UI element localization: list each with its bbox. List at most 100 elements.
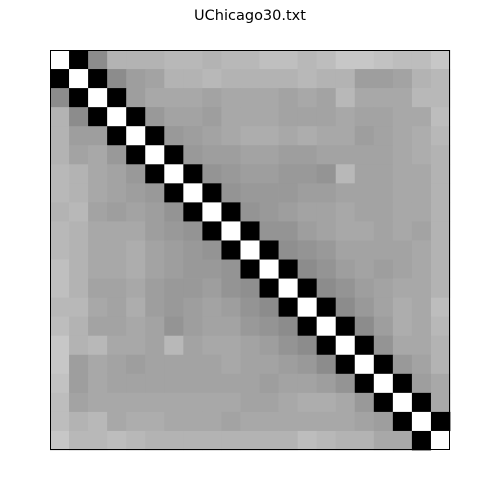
- heatmap-cell: [335, 278, 356, 299]
- heatmap-cell: [278, 392, 299, 413]
- heatmap-cell: [373, 259, 394, 279]
- heatmap-cell: [411, 88, 432, 108]
- heatmap-cell: [335, 164, 356, 184]
- heatmap-cell: [411, 278, 432, 299]
- heatmap-cell: [373, 335, 394, 356]
- heatmap-cell: [164, 297, 184, 318]
- heatmap-cell: [259, 221, 279, 241]
- heatmap-cell: [50, 145, 70, 165]
- heatmap-cell: [183, 183, 203, 203]
- heatmap-cell: [316, 316, 337, 337]
- heatmap-cell: [50, 259, 70, 279]
- heatmap-cell: [316, 392, 337, 413]
- heatmap-cell: [335, 202, 356, 222]
- heatmap-cell: [430, 126, 451, 146]
- heatmap-cell: [335, 69, 356, 89]
- heatmap-cell: [50, 50, 70, 70]
- heatmap-cell: [126, 202, 146, 222]
- heatmap-cell: [107, 183, 127, 203]
- heatmap-cell: [392, 50, 413, 70]
- heatmap-cell: [88, 354, 108, 375]
- heatmap-cell: [373, 202, 394, 222]
- heatmap-cell: [278, 88, 299, 108]
- heatmap-cell: [88, 297, 108, 318]
- heatmap-cell: [335, 183, 356, 203]
- heatmap-cell: [164, 50, 184, 70]
- heatmap-cell: [278, 240, 299, 260]
- heatmap-cell: [145, 373, 165, 394]
- heatmap-cell: [164, 240, 184, 260]
- heatmap-cell: [145, 221, 165, 241]
- heatmap-cell: [297, 354, 318, 375]
- heatmap-cell: [145, 430, 165, 451]
- heatmap-cell: [88, 278, 108, 299]
- heatmap-cell: [278, 373, 299, 394]
- heatmap-cell: [107, 392, 127, 413]
- heatmap-cell: [202, 297, 222, 318]
- heatmap-cell: [411, 354, 432, 375]
- heatmap-cell: [50, 183, 70, 203]
- heatmap-cell: [297, 392, 318, 413]
- heatmap-cell: [221, 392, 241, 413]
- heatmap-cell: [69, 392, 89, 413]
- heatmap-cell: [278, 316, 299, 337]
- heatmap-cell: [259, 430, 279, 451]
- heatmap-cell: [335, 335, 356, 356]
- heatmap-cell: [221, 373, 241, 394]
- heatmap-cell: [88, 164, 108, 184]
- heatmap-cell: [164, 107, 184, 127]
- heatmap-cell: [126, 145, 146, 165]
- heatmap-cell: [430, 145, 451, 165]
- heatmap-cell: [392, 107, 413, 127]
- heatmap-cell: [354, 69, 375, 89]
- heatmap-cell: [373, 50, 394, 70]
- heatmap-cell: [316, 69, 337, 89]
- heatmap-cell: [354, 373, 375, 394]
- heatmap-cell: [126, 88, 146, 108]
- heatmap-cell: [278, 354, 299, 375]
- heatmap-cell: [221, 259, 241, 279]
- heatmap-cell: [88, 126, 108, 146]
- heatmap-cell: [297, 69, 318, 89]
- heatmap-cell: [88, 335, 108, 356]
- heatmap-cell: [145, 411, 165, 432]
- heatmap-cell: [430, 354, 451, 375]
- heatmap-cell: [297, 145, 318, 165]
- heatmap-cell: [107, 202, 127, 222]
- heatmap-cell: [240, 354, 260, 375]
- heatmap-cell: [69, 50, 89, 70]
- heatmap-cell: [316, 240, 337, 260]
- heatmap-cell: [354, 50, 375, 70]
- heatmap-cell: [411, 69, 432, 89]
- heatmap-cell: [69, 240, 89, 260]
- heatmap-cell: [183, 69, 203, 89]
- heatmap-cell: [145, 183, 165, 203]
- heatmap-cell: [107, 69, 127, 89]
- heatmap-cell: [354, 354, 375, 375]
- heatmap-cell: [297, 411, 318, 432]
- heatmap-cell: [373, 88, 394, 108]
- heatmap-cell: [259, 297, 279, 318]
- heatmap-cell: [50, 316, 70, 337]
- heatmap-cell: [164, 411, 184, 432]
- heatmap-cell: [373, 392, 394, 413]
- heatmap-cell: [373, 107, 394, 127]
- heatmap-cell: [335, 297, 356, 318]
- heatmap-cell: [183, 164, 203, 184]
- heatmap-cell: [126, 69, 146, 89]
- heatmap-cell: [259, 107, 279, 127]
- heatmap-cell: [240, 392, 260, 413]
- heatmap-cell: [126, 354, 146, 375]
- heatmap-cell: [316, 164, 337, 184]
- heatmap-cell: [411, 373, 432, 394]
- heatmap-cell: [392, 259, 413, 279]
- heatmap-cell: [107, 221, 127, 241]
- heatmap-cell: [69, 411, 89, 432]
- heatmap-cell: [354, 164, 375, 184]
- heatmap-cell: [145, 126, 165, 146]
- heatmap-cell: [278, 411, 299, 432]
- heatmap-cell: [145, 145, 165, 165]
- heatmap-cell: [88, 240, 108, 260]
- heatmap-cell: [145, 88, 165, 108]
- heatmap-cells: [50, 50, 451, 451]
